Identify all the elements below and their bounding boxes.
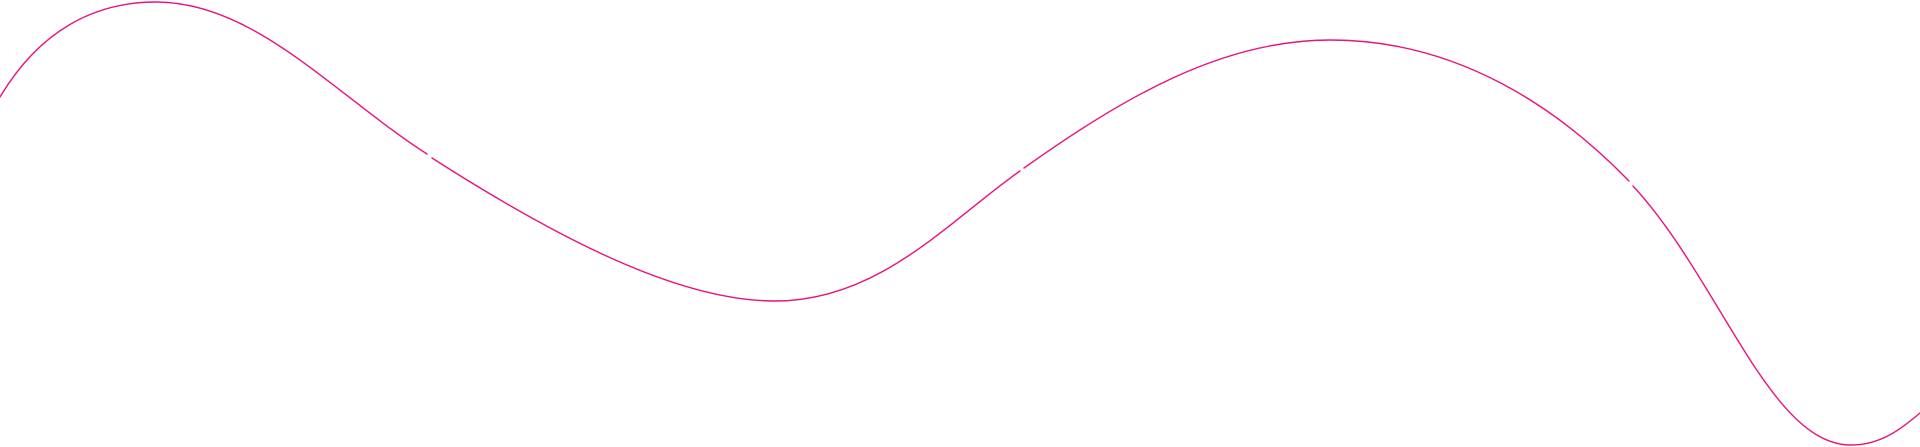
wave-segment-2 (431, 157, 1021, 302)
wave-segment-1 (0, 1, 428, 155)
wave-segment-4 (1632, 185, 1920, 446)
wave-segment-3 (1023, 39, 1630, 182)
